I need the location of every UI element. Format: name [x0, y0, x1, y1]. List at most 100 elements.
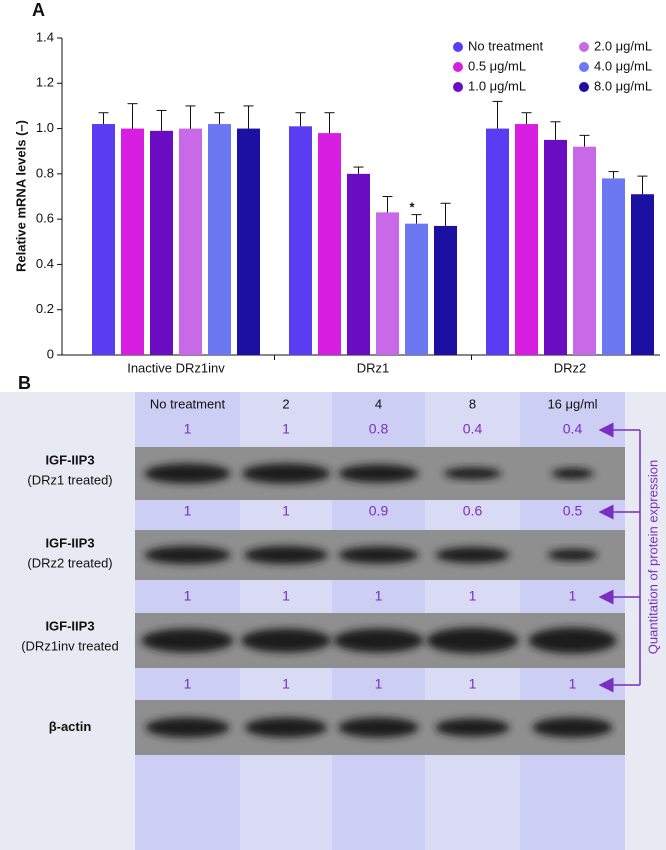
bar	[208, 124, 231, 356]
bar	[150, 130, 173, 355]
legend-label: 1.0 μg/mL	[468, 78, 526, 93]
error-bar	[521, 112, 532, 125]
row-label: β-actin	[49, 719, 92, 734]
quantitation-value: 1	[469, 588, 477, 604]
legend-marker	[579, 82, 589, 92]
quantitation-value: 1	[375, 588, 383, 604]
bar	[405, 223, 428, 355]
bar	[486, 128, 509, 355]
blot-band	[333, 628, 424, 653]
y-tick-label: 1.4	[36, 29, 54, 44]
bar	[92, 124, 115, 356]
bar	[573, 146, 596, 355]
x-tick-label: Inactive DRz1inv	[127, 360, 225, 375]
y-tick-label: 0.6	[36, 211, 54, 226]
blot-band	[435, 718, 510, 737]
blot-band	[242, 463, 330, 484]
side-label: Quantitation of protein expression	[645, 460, 660, 654]
bar	[376, 212, 399, 355]
quantitation-value: 1	[282, 588, 290, 604]
bar	[544, 139, 567, 355]
column-header: 4	[375, 396, 382, 411]
legend-marker	[453, 62, 463, 72]
legend-marker	[453, 42, 463, 52]
legend-marker	[579, 62, 589, 72]
column-header: 16 μg/ml	[547, 396, 597, 411]
y-axis-label: Relative mRNA levels (–)	[13, 120, 28, 272]
bar	[289, 126, 312, 355]
x-tick-label: DRz1	[357, 360, 390, 375]
error-bar	[127, 103, 138, 129]
quantitation-value: 1	[184, 676, 192, 692]
blot-band	[244, 546, 328, 564]
quantitation-value: 0.6	[463, 503, 483, 519]
quantitation-value: 0.4	[563, 421, 583, 437]
column-header: 2	[282, 396, 289, 411]
legend-label: 8.0 μg/mL	[594, 78, 652, 93]
error-bar	[411, 214, 422, 224]
bar	[515, 124, 538, 356]
blot-band	[443, 467, 502, 480]
blot-band	[241, 628, 331, 653]
error-bar	[98, 112, 109, 125]
legend-label: 0.5 μg/mL	[468, 58, 526, 73]
row-label: IGF-IIP3	[45, 618, 94, 633]
error-bar	[550, 121, 561, 140]
error-bar	[608, 171, 619, 179]
quantitation-value: 1	[569, 588, 577, 604]
blot-band	[551, 468, 594, 479]
quantitation-value: 1	[469, 676, 477, 692]
quantitation-value: 0.8	[369, 421, 389, 437]
quantitation-value: 1	[282, 676, 290, 692]
error-bar	[243, 105, 254, 129]
blot-band	[532, 717, 613, 738]
row-sublabel: (DRz2 treated)	[27, 555, 112, 570]
legend-label: No treatment	[468, 38, 544, 53]
x-tick-label: DRz2	[554, 360, 587, 375]
quantitation-value: 1	[184, 503, 192, 519]
bar	[347, 173, 370, 355]
blot-band	[144, 463, 231, 484]
y-tick-label: 0.4	[36, 256, 54, 271]
panel-label: B	[18, 373, 31, 393]
bar	[121, 128, 144, 355]
y-tick-label: 0	[47, 346, 54, 361]
quantitation-value: 1	[375, 676, 383, 692]
error-bar	[492, 100, 503, 129]
blot-band	[426, 627, 519, 654]
blot-band	[338, 546, 419, 564]
legend-marker	[453, 82, 463, 92]
quantitation-value: 0.5	[563, 503, 583, 519]
quantitation-value: 0.9	[369, 503, 389, 519]
error-bar	[185, 105, 196, 129]
bar	[318, 133, 341, 355]
error-bar	[324, 112, 335, 134]
row-sublabel: (DRz1 treated)	[27, 472, 112, 487]
blot-band	[338, 717, 419, 738]
quantitation-value: 1	[282, 503, 290, 519]
column-header: 8	[469, 396, 476, 411]
bar	[602, 178, 625, 355]
quantitation-value: 1	[184, 421, 192, 437]
error-bar	[353, 166, 364, 174]
legend-label: 4.0 μg/mL	[594, 58, 652, 73]
annotation: *	[409, 199, 415, 214]
quantitation-value: 0.4	[463, 421, 483, 437]
column-header: No treatment	[150, 396, 226, 411]
blot-band	[144, 546, 231, 564]
y-tick-label: 0.2	[36, 301, 54, 316]
blot-band	[435, 547, 510, 563]
row-label: IGF-IIP3	[45, 452, 94, 467]
legend-marker	[579, 42, 589, 52]
blot-band	[338, 464, 419, 483]
y-tick-label: 1.2	[36, 75, 54, 90]
error-bar	[214, 112, 225, 125]
y-tick-label: 0.8	[36, 165, 54, 180]
quantitation-value: 1	[569, 676, 577, 692]
blot-band	[245, 717, 327, 738]
error-bar	[579, 134, 590, 147]
y-tick-label: 1.0	[36, 120, 54, 135]
error-bar	[156, 109, 167, 131]
error-bar	[295, 112, 306, 127]
